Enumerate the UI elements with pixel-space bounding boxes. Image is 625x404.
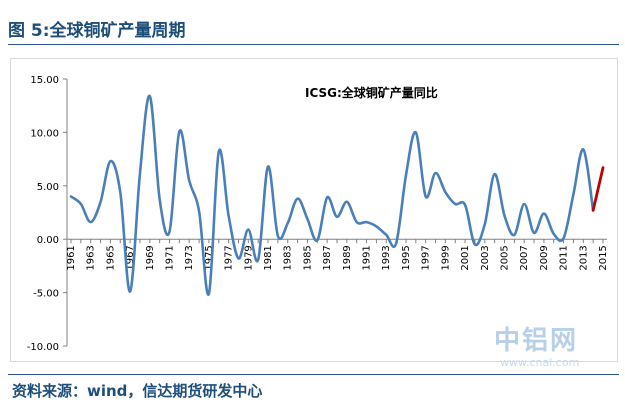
- y-tick-label: 5.00: [37, 182, 59, 193]
- x-tick-label: 1973: [184, 245, 195, 270]
- x-tick-label: 1979: [243, 245, 254, 270]
- chart-frame: 15.00 10.00 5.00 0.00 -5.00 -10.00 1961 1963 19…: [10, 58, 618, 362]
- x-tick-label: 1999: [440, 245, 451, 270]
- bottom-rule: [8, 374, 619, 375]
- x-axis: 1961 1963 1965 1967 1969 1971 1973 1975 1977 1979…: [66, 238, 609, 271]
- watermark-logo: 中铝网: [494, 326, 579, 356]
- x-tick-label: 1963: [86, 245, 97, 270]
- x-tick-label: 1977: [224, 245, 235, 270]
- x-tick-label: 1961: [66, 245, 77, 270]
- x-tick-label: 2013: [578, 245, 589, 270]
- watermark-url: www.cnal.com: [500, 356, 580, 369]
- y-tick-label: -10.00: [27, 342, 59, 353]
- x-tick-label: 1975: [204, 245, 215, 270]
- x-tick-label: 2009: [539, 245, 550, 270]
- source-note: 资料来源：wind，信达期货研发中心: [12, 382, 263, 400]
- highlight-segment: [591, 166, 605, 212]
- x-tick-label: 1991: [362, 245, 373, 270]
- x-tick-label: 1969: [145, 245, 156, 270]
- y-tick-label: 0.00: [37, 235, 59, 246]
- x-tick-label: 1987: [322, 245, 333, 270]
- x-tick-label: 1967: [125, 245, 136, 270]
- x-tick-label: 1993: [381, 245, 392, 270]
- x-tick-label: 1995: [401, 245, 412, 270]
- chart-title: ICSG:全球铜矿产量同比: [305, 85, 438, 100]
- y-tick-label: -5.00: [33, 289, 59, 300]
- y-tick-label: 10.00: [30, 128, 59, 139]
- series-line: [69, 94, 595, 296]
- figure-title: 图 5:全球铜矿产量周期: [8, 21, 186, 41]
- y-tick-label: 15.00: [30, 75, 59, 86]
- x-tick-label: 1985: [302, 245, 313, 270]
- top-rule: [8, 44, 619, 45]
- x-tick-label: 1989: [342, 245, 353, 270]
- x-tick-label: 2015: [598, 245, 609, 270]
- x-tick-label: 2003: [480, 245, 491, 270]
- x-tick-label: 2007: [519, 245, 530, 270]
- x-tick-label: 2001: [460, 245, 471, 270]
- x-tick-label: 1981: [263, 245, 274, 270]
- x-tick-label: 2005: [499, 245, 510, 270]
- x-tick-label: 1997: [421, 245, 432, 270]
- x-tick-label: 1971: [165, 245, 176, 270]
- x-tick-label: 1965: [105, 245, 116, 270]
- x-tick-label: 1983: [283, 245, 294, 270]
- series-group: [69, 94, 605, 296]
- y-axis: 15.00 10.00 5.00 0.00 -5.00 -10.00: [27, 75, 68, 353]
- x-tick-label: 2011: [559, 245, 570, 270]
